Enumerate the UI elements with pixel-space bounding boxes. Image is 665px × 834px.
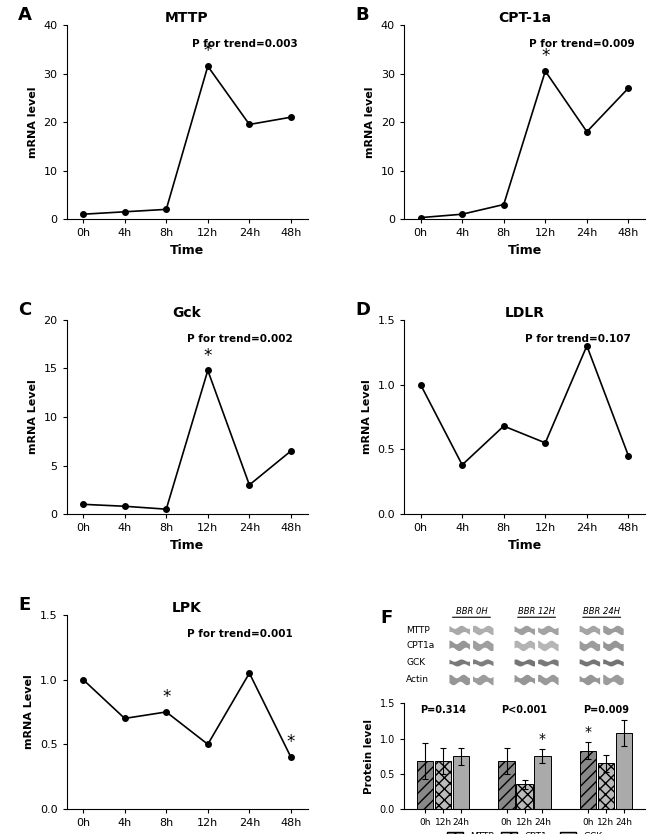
PathPatch shape bbox=[580, 660, 600, 666]
Text: *: * bbox=[541, 48, 549, 65]
Text: P=0.314: P=0.314 bbox=[420, 706, 466, 716]
PathPatch shape bbox=[473, 626, 493, 635]
PathPatch shape bbox=[580, 675, 600, 686]
Y-axis label: mRNA level: mRNA level bbox=[28, 86, 38, 158]
PathPatch shape bbox=[473, 660, 493, 666]
Title: LDLR: LDLR bbox=[505, 306, 545, 320]
Text: BBR 12H: BBR 12H bbox=[518, 606, 555, 615]
Text: BBR 0H: BBR 0H bbox=[456, 606, 487, 615]
X-axis label: Time: Time bbox=[507, 539, 542, 551]
Text: P=0.009: P=0.009 bbox=[583, 706, 629, 716]
Text: MTTP: MTTP bbox=[406, 626, 430, 635]
Bar bbox=[417, 761, 434, 809]
PathPatch shape bbox=[603, 626, 624, 635]
PathPatch shape bbox=[538, 626, 559, 635]
Text: BBR 24H: BBR 24H bbox=[583, 606, 620, 615]
Y-axis label: Protein level: Protein level bbox=[364, 719, 374, 794]
Text: A: A bbox=[18, 6, 32, 23]
Bar bbox=[580, 751, 597, 809]
Text: P<0.001: P<0.001 bbox=[501, 706, 547, 716]
Y-axis label: mRNA Level: mRNA Level bbox=[25, 675, 35, 749]
X-axis label: Time: Time bbox=[507, 244, 542, 257]
Title: Gck: Gck bbox=[173, 306, 201, 320]
Legend: MTTP, CPT1a, GCK: MTTP, CPT1a, GCK bbox=[443, 828, 606, 834]
Bar bbox=[435, 761, 452, 809]
PathPatch shape bbox=[473, 641, 493, 651]
Bar bbox=[616, 733, 632, 809]
Text: *: * bbox=[203, 347, 212, 364]
PathPatch shape bbox=[603, 660, 624, 666]
Text: B: B bbox=[356, 6, 369, 23]
Y-axis label: mRNA Level: mRNA Level bbox=[28, 379, 38, 455]
Text: *: * bbox=[539, 732, 546, 746]
PathPatch shape bbox=[515, 626, 535, 635]
Bar bbox=[516, 784, 533, 809]
PathPatch shape bbox=[450, 626, 470, 635]
Text: C: C bbox=[18, 300, 31, 319]
Text: F: F bbox=[380, 609, 392, 626]
Text: P for trend=0.107: P for trend=0.107 bbox=[525, 334, 630, 344]
Text: P for trend=0.009: P for trend=0.009 bbox=[529, 38, 635, 48]
Text: P for trend=0.001: P for trend=0.001 bbox=[187, 629, 293, 639]
PathPatch shape bbox=[515, 675, 535, 686]
Text: E: E bbox=[18, 595, 31, 614]
X-axis label: Time: Time bbox=[170, 539, 204, 551]
Title: CPT-1a: CPT-1a bbox=[498, 11, 551, 25]
Bar bbox=[598, 763, 614, 809]
PathPatch shape bbox=[580, 641, 600, 651]
Bar bbox=[498, 761, 515, 809]
PathPatch shape bbox=[450, 641, 470, 651]
PathPatch shape bbox=[603, 675, 624, 686]
PathPatch shape bbox=[580, 626, 600, 635]
Bar bbox=[534, 756, 551, 809]
Y-axis label: mRNA level: mRNA level bbox=[365, 86, 375, 158]
PathPatch shape bbox=[515, 641, 535, 651]
Text: *: * bbox=[162, 688, 170, 706]
Text: P for trend=0.002: P for trend=0.002 bbox=[187, 334, 293, 344]
PathPatch shape bbox=[538, 641, 559, 651]
PathPatch shape bbox=[538, 660, 559, 666]
PathPatch shape bbox=[603, 641, 624, 651]
PathPatch shape bbox=[450, 675, 470, 686]
Text: GCK: GCK bbox=[406, 659, 426, 667]
Text: D: D bbox=[356, 300, 371, 319]
Text: CPT1a: CPT1a bbox=[406, 641, 435, 651]
PathPatch shape bbox=[515, 660, 535, 666]
PathPatch shape bbox=[538, 675, 559, 686]
Bar bbox=[453, 756, 469, 809]
Text: P for trend=0.003: P for trend=0.003 bbox=[192, 38, 298, 48]
PathPatch shape bbox=[450, 660, 470, 666]
Text: *: * bbox=[203, 43, 212, 60]
Text: *: * bbox=[287, 733, 295, 751]
Text: Actin: Actin bbox=[406, 676, 430, 685]
Title: LPK: LPK bbox=[172, 601, 202, 615]
Text: *: * bbox=[585, 726, 592, 739]
Title: MTTP: MTTP bbox=[165, 11, 209, 25]
Y-axis label: mRNA Level: mRNA Level bbox=[362, 379, 372, 455]
X-axis label: Time: Time bbox=[170, 244, 204, 257]
PathPatch shape bbox=[473, 675, 493, 686]
